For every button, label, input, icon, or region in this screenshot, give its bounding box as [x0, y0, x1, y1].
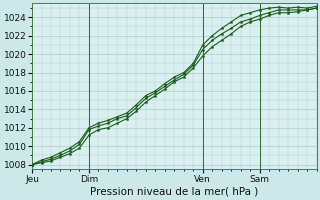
X-axis label: Pression niveau de la mer( hPa ): Pression niveau de la mer( hPa ) [90, 187, 259, 197]
